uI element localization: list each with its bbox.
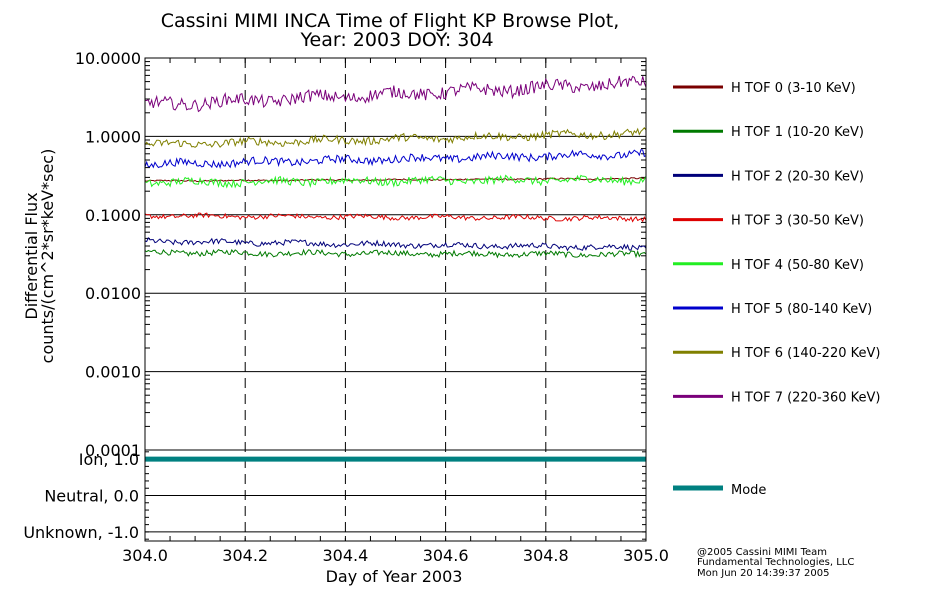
credit-line-3: Mon Jun 20 14:39:37 2005 xyxy=(697,568,830,579)
legend-label-tof-4: H TOF 4 (50-80 KeV) xyxy=(731,258,864,273)
x-tick-label: 304.6 xyxy=(423,546,469,565)
legend: H TOF 0 (3-10 KeV) H TOF 1 (10-20 KeV) H T… xyxy=(673,81,880,498)
mode-y-tick-label: Ion, 1.0 xyxy=(79,450,139,469)
x-tick-label: 305.0 xyxy=(623,546,669,565)
flux-y-tick-label: 1.0000 xyxy=(85,127,141,146)
series-line-tof-5 xyxy=(144,149,647,170)
plot-title-line1: Cassini MIMI INCA Time of Flight KP Brow… xyxy=(161,10,620,32)
flux-y-tick-label: 10.0000 xyxy=(75,49,141,68)
flux-y-tick-label: 0.0100 xyxy=(85,284,141,303)
legend-label-tof-0: H TOF 0 (3-10 KeV) xyxy=(731,81,856,96)
series-line-tof-3 xyxy=(144,212,647,223)
mode-plot-frame xyxy=(144,449,647,542)
series-line-tof-4 xyxy=(144,174,647,189)
legend-label-mode: Mode xyxy=(731,483,766,498)
mode-y-tick-label: Neutral, 0.0 xyxy=(44,487,139,506)
legend-label-tof-2: H TOF 2 (20-30 KeV) xyxy=(731,169,864,184)
plot-title-line2: Year: 2003 DOY: 304 xyxy=(299,29,493,51)
y-axis-label-line2: counts/(cm^2*sr*keV*sec) xyxy=(38,149,57,364)
x-tick-label: 304.0 xyxy=(122,546,168,565)
series-line-tof-7 xyxy=(144,75,647,113)
credits: @2005 Cassini MIMI Team Fundamental Tech… xyxy=(697,547,854,579)
series-line-tof-1 xyxy=(144,248,647,259)
legend-label-tof-7: H TOF 7 (220-360 KeV) xyxy=(731,390,880,405)
series-line-tof-6 xyxy=(144,127,647,148)
flux-y-tick-label: 0.0010 xyxy=(85,363,141,382)
legend-label-tof-6: H TOF 6 (140-220 KeV) xyxy=(731,346,880,361)
flux-y-tick-label: 0.1000 xyxy=(85,206,141,225)
x-axis-label: Day of Year 2003 xyxy=(326,567,463,586)
series-line-tof-2 xyxy=(144,236,647,252)
x-tick-label: 304.4 xyxy=(322,546,368,565)
y-axis-label-line1: Differential Flux xyxy=(22,192,41,319)
credit-line-2: Fundamental Technologies, LLC xyxy=(697,557,854,568)
legend-label-tof-3: H TOF 3 (30-50 KeV) xyxy=(731,214,864,229)
legend-label-tof-1: H TOF 1 (10-20 KeV) xyxy=(731,125,864,140)
flux-panel: 10.0000 1.0000 0.1000 0.0100 0.0010 0.0001 xyxy=(75,49,647,541)
y-axis-label: Differential Flux counts/(cm^2*sr*keV*se… xyxy=(22,149,57,364)
mode-panel: Ion, 1.0 Neutral, 0.0 Unknown, -1.0 304.0 30… xyxy=(23,449,669,565)
legend-label-tof-5: H TOF 5 (80-140 KeV) xyxy=(731,302,872,317)
flux-y-tick-label: 0.0001 xyxy=(85,441,141,460)
credit-line-1: @2005 Cassini MIMI Team xyxy=(697,547,827,558)
mode-y-tick-label: Unknown, -1.0 xyxy=(23,523,139,542)
x-tick-label: 304.2 xyxy=(222,546,268,565)
x-tick-label: 304.8 xyxy=(523,546,569,565)
